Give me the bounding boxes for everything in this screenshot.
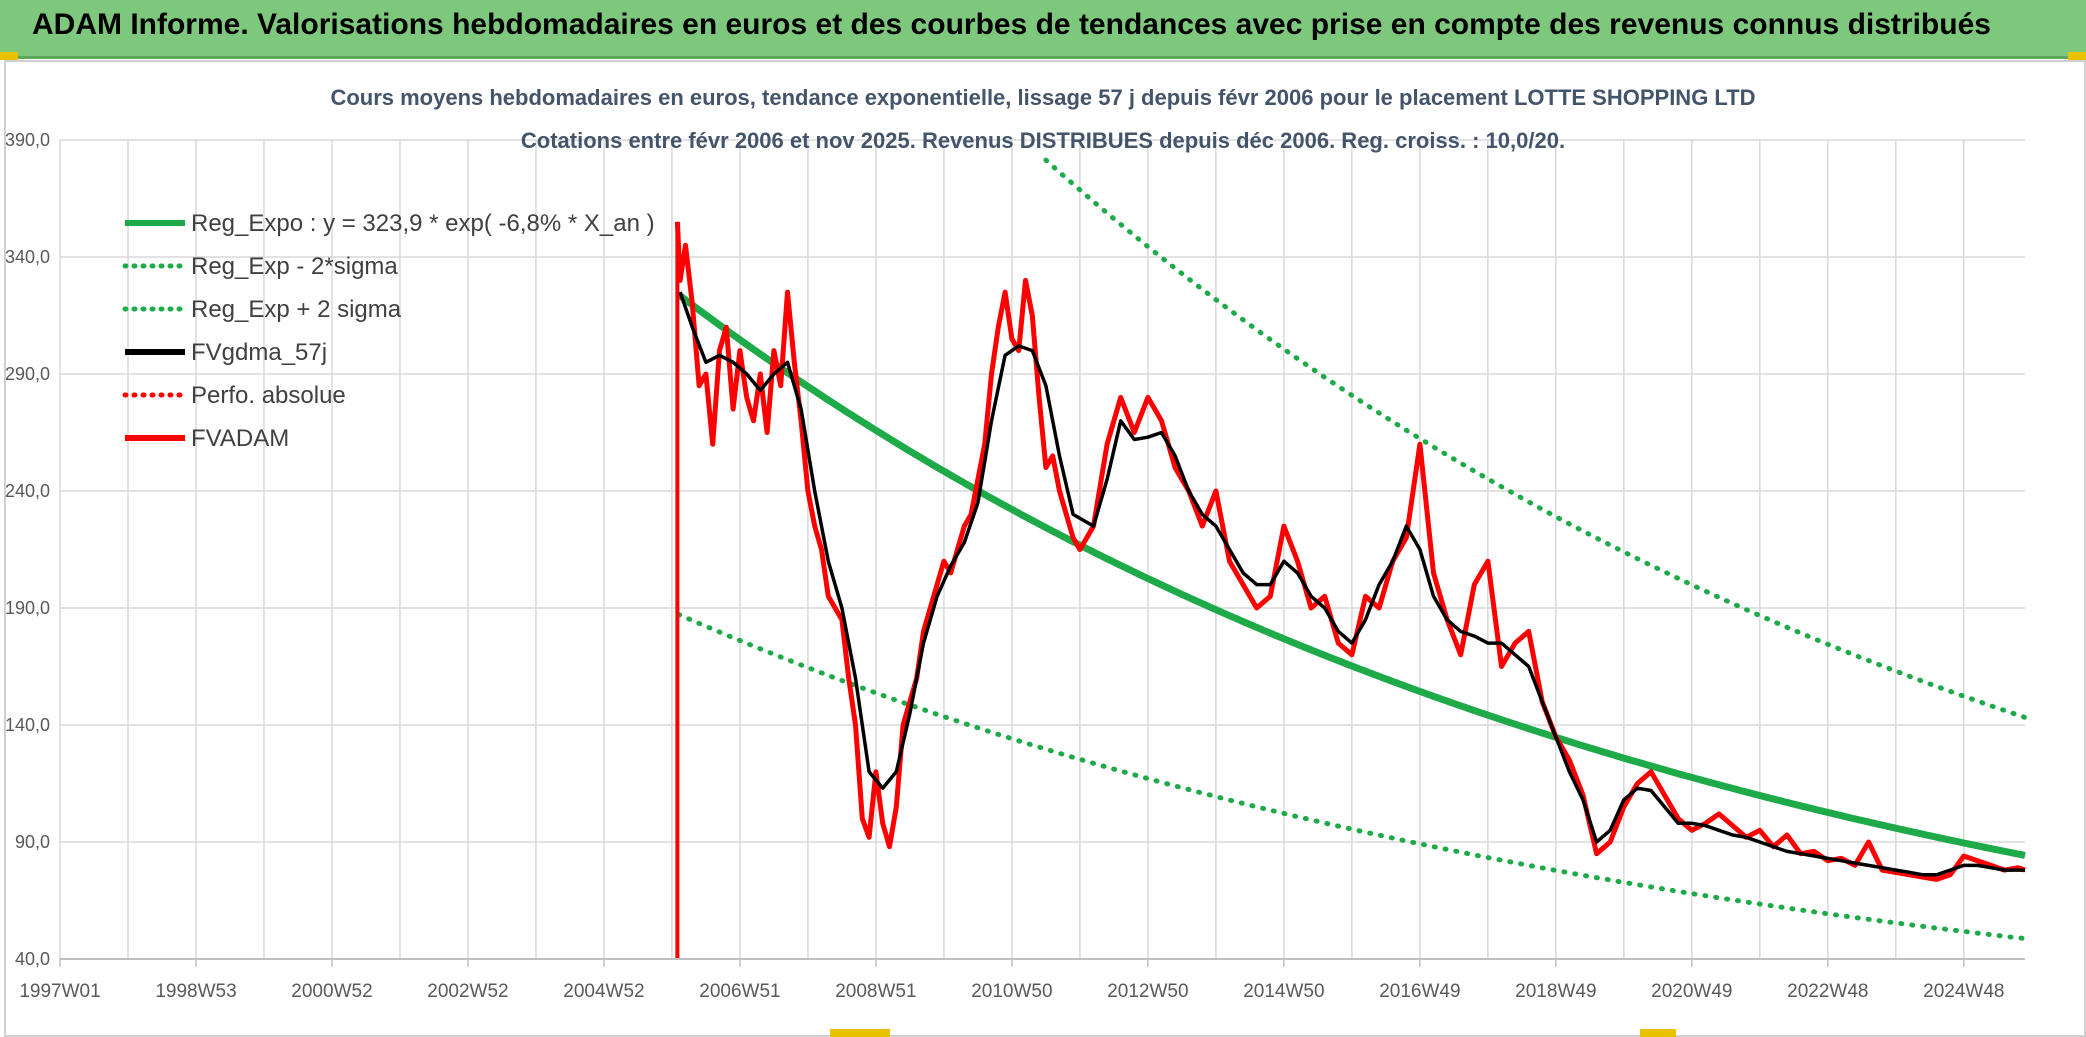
x-tick-label: 2014W50: [1243, 981, 1324, 1002]
y-tick-label: 140,0: [5, 715, 50, 735]
chart-title-line2: Cotations entre févr 2006 et nov 2025. R…: [521, 128, 1565, 153]
x-tick-label: 2006W51: [699, 981, 780, 1002]
y-tick-label: 190,0: [5, 598, 50, 618]
legend-label: Reg_Expo : y = 323,9 * exp( -6,8% * X_an…: [191, 210, 655, 237]
y-tick-label: 390,0: [5, 130, 50, 150]
x-tick-label: 2000W52: [291, 981, 372, 1002]
reg-expo-line: [676, 291, 2026, 859]
chart: 40,0 90,0 140,0 190,0 240,0 290,0 340,0 390,0 19…: [5, 85, 2028, 1002]
x-tick-label: 1998W53: [155, 981, 236, 1002]
legend: Reg_Expo : y = 323,9 * exp( -6,8% * X_an…: [122, 210, 655, 452]
bottom-mark-1: [830, 1029, 890, 1037]
y-tick-label: 290,0: [5, 364, 50, 384]
chart-frame: [4, 60, 2086, 1037]
y-tick-label: 340,0: [5, 247, 50, 267]
x-tick-label: 2002W52: [427, 981, 508, 1002]
chart-title-line1: Cours moyens hebdomadaires en euros, ten…: [330, 85, 1755, 110]
x-tick-label: 2008W51: [835, 981, 916, 1002]
reg-exp-plus-2sigma-line: [1043, 157, 2028, 720]
x-tick-label: 2010W50: [971, 981, 1052, 1002]
x-tick-label: 2020W49: [1651, 981, 1732, 1002]
report-header: ADAM Informe. Valorisations hebdomadaire…: [0, 0, 2086, 59]
x-tick-label: 2022W48: [1787, 981, 1868, 1002]
reg-exp-minus-2sigma-line: [676, 612, 2028, 942]
corner-mark-right: [2068, 52, 2086, 60]
x-tick-label: 2004W52: [563, 981, 644, 1002]
report-title: ADAM Informe. Valorisations hebdomadaire…: [32, 8, 1991, 41]
bottom-mark-2: [1640, 1029, 1676, 1037]
axes: 40,0 90,0 140,0 190,0 240,0 290,0 340,0 390,0 19…: [5, 130, 2025, 1002]
y-tick-label: 40,0: [15, 949, 50, 969]
fvadam-line: [674, 221, 2026, 882]
legend-label: Reg_Exp + 2 sigma: [191, 296, 402, 323]
y-tick-label: 240,0: [5, 481, 50, 501]
x-tick-label: 2024W48: [1923, 981, 2004, 1002]
series: [674, 157, 2028, 959]
legend-label: Perfo. absolue: [191, 382, 346, 409]
x-tick-label: 2012W50: [1107, 981, 1188, 1002]
x-tick-label: 1997W01: [19, 981, 100, 1002]
fvgdma-57j-line: [678, 291, 2025, 877]
legend-label: FVADAM: [191, 425, 289, 452]
legend-label: FVgdma_57j: [191, 339, 327, 366]
x-tick-label: 2018W49: [1515, 981, 1596, 1002]
legend-label: Reg_Exp - 2*sigma: [191, 253, 398, 280]
x-tick-label: 2016W49: [1379, 981, 1460, 1002]
corner-mark-left: [0, 52, 18, 60]
y-tick-label: 90,0: [15, 832, 50, 852]
